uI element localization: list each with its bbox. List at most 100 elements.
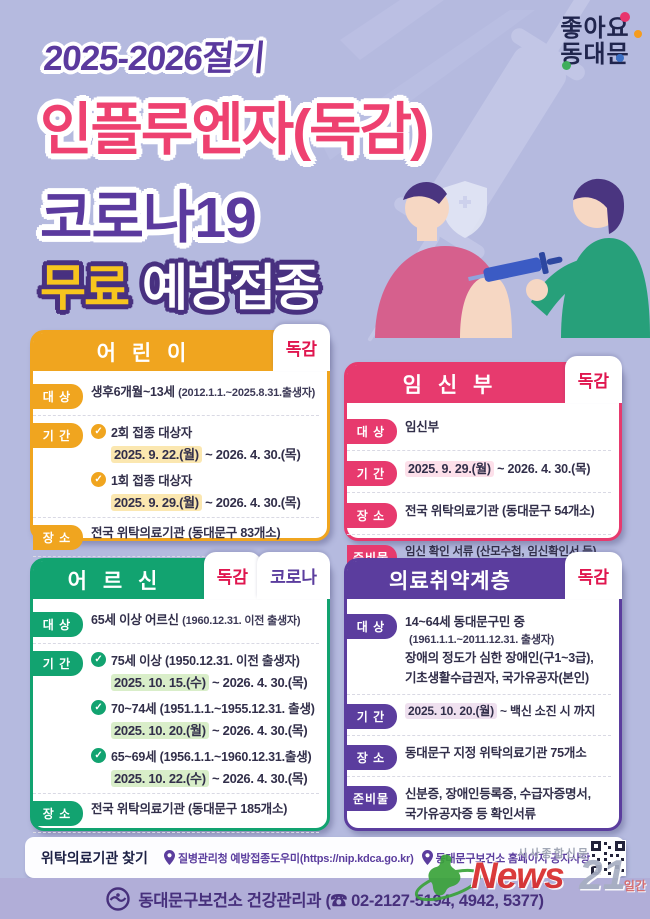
contact-text: 동대문구보건소 건강관리과 (☎ 02-2127-5194, 4942, 537… xyxy=(138,891,544,910)
period-date-highlight: 2025. 9. 29.(월) xyxy=(111,494,202,511)
card-pregnant-header: 임 신 부 독감 xyxy=(347,356,622,403)
prep-label-pill: 준비물 xyxy=(347,786,397,812)
title-influenza: 인플루엔자(독감) xyxy=(40,98,429,162)
place-text: 전국 위탁의료기관 (동대문구 83개소) xyxy=(91,526,281,540)
row-place: 장 소 전국 위탁의료기관 (동대문구 54개소) xyxy=(347,492,611,528)
place-text: 전국 위탁의료기관 (동대문구 185개소) xyxy=(91,802,288,816)
logo-dot-blue xyxy=(616,54,624,62)
card-elderly-badge-corona: 코로나 xyxy=(257,552,330,599)
location-pin-icon xyxy=(421,850,433,865)
target-sub: (2012.1.1.~2025.8.31.출생자) xyxy=(178,387,316,399)
period-label-pill: 기 간 xyxy=(33,423,83,448)
brand-logo-top: 좋아요 xyxy=(560,15,630,42)
row-period: 기 간 2025. 9. 29.(월) ~ 2026. 4. 30.(목) xyxy=(347,450,611,486)
period-date-rest: ~ 2026. 4. 30.(목) xyxy=(205,447,301,462)
card-vulnerable-title: 의료취약계층 xyxy=(389,570,511,593)
link-kdca-nip[interactable]: 질병관리청 예방접종도우미(https://nip.kdca.go.kr) xyxy=(177,852,414,865)
check-icon: ✓ xyxy=(91,472,106,487)
card-children-badge-flu: 독감 xyxy=(272,324,330,371)
qr-code xyxy=(590,839,627,876)
logo-dot-green xyxy=(562,61,571,70)
row-period: 기 간 ✓ 75세 이상 (1950.12.31. 이전 출생자) 2025. … xyxy=(33,643,319,787)
check-icon: ✓ xyxy=(91,424,106,439)
period-item: ✓ 75세 이상 (1950.12.31. 이전 출생자) 2025. 10. … xyxy=(91,650,315,691)
period-date-highlight: 2025. 10. 20.(월) xyxy=(405,703,497,720)
card-children-title: 어 린 이 xyxy=(96,342,192,365)
row-target: 대 상 임신부 xyxy=(347,418,611,444)
card-vulnerable-header: 의료취약계층 독감 xyxy=(347,552,622,599)
logo-dot-pink xyxy=(620,12,630,22)
period-date-rest: ~ 2026. 4. 30.(목) xyxy=(205,495,301,510)
target-label-pill: 대 상 xyxy=(347,419,397,444)
prep-line: 국가유공자증 등 확인서류 xyxy=(405,806,536,821)
period-date-rest: ~ 2026. 4. 30.(목) xyxy=(212,675,308,690)
target-main: 임신부 xyxy=(405,420,439,434)
target-label-pill: 대 상 xyxy=(347,614,397,639)
period-date-highlight: 2025. 10. 20.(월) xyxy=(111,722,209,739)
card-pregnant: 임 신 부 독감 대 상 임신부 기 간 2025. 9. 29.(월) ~ 2… xyxy=(344,356,622,570)
place-label-pill: 장 소 xyxy=(347,745,397,771)
check-icon: ✓ xyxy=(91,652,106,667)
dongdaemun-brand-logo: 좋아요 동대문 xyxy=(552,12,642,70)
place-text: 전국 위탁의료기관 (동대문구 54개소) xyxy=(405,504,595,518)
season-title: 2025-2026절기 xyxy=(42,39,267,78)
period-label-pill: 기 간 xyxy=(347,704,397,730)
card-vulnerable-badge-flu: 독감 xyxy=(564,552,622,599)
period-date-highlight: 2025. 10. 22.(수) xyxy=(111,770,209,787)
target-label-pill: 대 상 xyxy=(33,384,83,409)
target-label-pill: 대 상 xyxy=(33,612,83,637)
card-elderly: 어 르 신 독감 코로나 대 상 65세 이상 어르신 (1960.12.31.… xyxy=(30,552,330,865)
card-pregnant-title: 임 신 부 xyxy=(402,374,498,397)
row-place: 장 소 동대문구 지정 위탁의료기관 75개소 xyxy=(347,735,611,771)
target-line: 장애의 정도가 심한 장애인(구1~3급), xyxy=(405,651,594,666)
row-place: 장 소 전국 위탁의료기관 (동대문구 185개소) xyxy=(33,793,319,826)
period-head: 75세 이상 (1950.12.31. 이전 출생자) xyxy=(111,654,300,668)
row-target: 대 상 14~64세 동대문구민 중 (1961.1.1.~2011.12.31… xyxy=(347,613,611,688)
card-elderly-header: 어 르 신 독감 코로나 xyxy=(33,552,330,599)
check-icon: ✓ xyxy=(91,700,106,715)
location-pin-icon xyxy=(163,850,175,865)
row-period: 기 간 ✓ 2회 접종 대상자 2025. 9. 22.(월) ~ 2026. … xyxy=(33,415,319,511)
period-date-rest: ~ 2026. 4. 30.(목) xyxy=(212,771,308,786)
place-text: 동대문구 지정 위탁의료기관 75개소 xyxy=(405,746,587,761)
period-date-rest: ~ 2026. 4. 30.(목) xyxy=(212,723,308,738)
row-target: 대 상 65세 이상 어르신 (1960.12.31. 이전 출생자) xyxy=(33,611,319,637)
card-vulnerable: 의료취약계층 독감 대 상 14~64세 동대문구민 중 (1961.1.1.~… xyxy=(344,552,622,831)
target-sub: (1960.12.31. 이전 출생자) xyxy=(182,615,301,627)
find-clinic-label[interactable]: 위탁의료기관 찾기 xyxy=(41,849,148,866)
period-date-rest: ~ 2026. 4. 30.(목) xyxy=(497,462,591,476)
card-pregnant-badge-flu: 독감 xyxy=(564,356,622,403)
title-covid19: 코로나19 xyxy=(40,186,257,250)
target-main: 생후6개월~13세 xyxy=(91,385,175,399)
title-vaccination-word: 예방접종 xyxy=(142,260,320,316)
link-health-center-homepage[interactable]: 동대문구보건소 홈페이지 공지사항 xyxy=(435,852,591,865)
prep-line: 신분증, 장애인등록증, 수급자증명서, xyxy=(405,787,591,802)
period-label-pill: 기 간 xyxy=(33,651,83,676)
row-period: 기 간 2025. 10. 20.(월) ~ 백신 소진 시 까지 xyxy=(347,694,611,730)
card-children: 어 린 이 독감 대 상 생후6개월~13세 (2012.1.1.~2025.8… xyxy=(30,324,330,589)
footer-link-bar: 위탁의료기관 찾기 질병관리청 예방접종도우미(https://nip.kdca… xyxy=(25,837,627,878)
period-item: ✓ 1회 접종 대상자 2025. 9. 29.(월) ~ 2026. 4. 3… xyxy=(91,470,301,511)
period-head: 1회 접종 대상자 xyxy=(111,474,193,488)
target-main: 65세 이상 어르신 xyxy=(91,613,179,627)
target-line: 기초생활수급권자, 국가유공자(본인) xyxy=(405,670,589,685)
period-head: 65~69세 (1956.1.1.~1960.12.31.출생) xyxy=(111,750,312,764)
vaccination-illustration xyxy=(375,178,650,338)
period-label-pill: 기 간 xyxy=(347,461,397,486)
period-head: 2회 접종 대상자 xyxy=(111,426,193,440)
period-head: 70~74세 (1951.1.1.~1955.12.31. 출생) xyxy=(111,702,315,716)
period-date-rest: ~ 백신 소진 시 까지 xyxy=(500,704,596,719)
card-elderly-title: 어 르 신 xyxy=(67,570,163,593)
period-item: ✓ 65~69세 (1956.1.1.~1960.12.31.출생) 2025.… xyxy=(91,746,315,787)
title-free-vaccination: 무료 예방접종 xyxy=(40,248,320,320)
row-target: 대 상 생후6개월~13세 (2012.1.1.~2025.8.31.출생자) xyxy=(33,383,319,409)
card-elderly-badge-flu: 독감 xyxy=(203,552,261,599)
row-preparation: 준비물 신분증, 장애인등록증, 수급자증명서, 국가유공자증 등 확인서류 xyxy=(347,776,611,824)
place-label-pill: 장 소 xyxy=(33,525,83,550)
shield-icon xyxy=(443,181,487,238)
logo-dot-orange xyxy=(634,30,642,38)
row-place: 장 소 전국 위탁의료기관 (동대문구 83개소) xyxy=(33,517,319,550)
period-item: ✓ 2회 접종 대상자 2025. 9. 22.(월) ~ 2026. 4. 3… xyxy=(91,422,301,463)
card-children-header: 어 린 이 독감 xyxy=(33,324,330,371)
